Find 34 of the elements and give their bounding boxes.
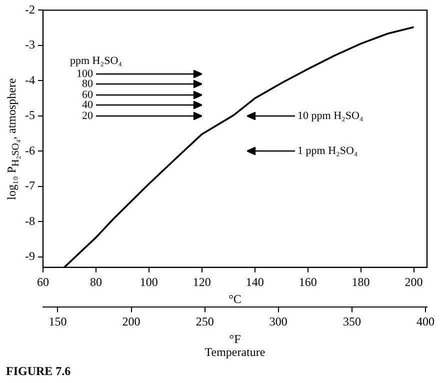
y-tick-label: -5	[24, 108, 35, 122]
y-tick-label: -2	[24, 2, 35, 16]
y-tick-label: -8	[24, 214, 35, 228]
x-tick-label: 120	[192, 274, 211, 289]
caption: FIGURE 7.6	[6, 364, 71, 379]
y-tick-label: -4	[24, 72, 35, 87]
x-tick-label: 160	[298, 274, 317, 289]
x-tick-label: 140	[246, 274, 264, 289]
y-tick-label: -6	[24, 143, 35, 158]
annotation: 80	[82, 78, 93, 90]
x-tick-label: 80	[90, 274, 102, 289]
annotation: 60	[82, 88, 93, 101]
x2-tick-label: 250	[196, 314, 214, 329]
annotation: 10 ppm H₂SO₄	[298, 110, 364, 122]
y-tick-label: -7	[24, 178, 35, 193]
annotation: ppm H₂SO₄	[70, 54, 122, 67]
x2-tick-label: 300	[269, 314, 288, 329]
x2-axis-title: °F	[229, 332, 242, 346]
y-tick-label: -3	[24, 38, 35, 52]
x2-tick-label: 150	[48, 314, 67, 329]
x2-tick-label: 400	[416, 314, 435, 329]
x-tick-label: 180	[352, 274, 370, 289]
x2-tick-label: 350	[342, 314, 361, 329]
annotation: 1 ppm H₂SO₄	[298, 145, 358, 158]
annotation: 40	[82, 99, 93, 112]
x2-tick-label: 200	[122, 314, 140, 329]
x-tick-label: 200	[404, 274, 423, 289]
x-tick-label: 60	[36, 274, 49, 289]
x-tick-label: 100	[140, 274, 158, 289]
annotation: 20	[82, 110, 93, 122]
x-axis-title: °C	[228, 292, 242, 306]
y-tick-label: -9	[24, 248, 35, 263]
annotation: 100	[76, 68, 93, 80]
text: Temperature	[204, 345, 266, 360]
